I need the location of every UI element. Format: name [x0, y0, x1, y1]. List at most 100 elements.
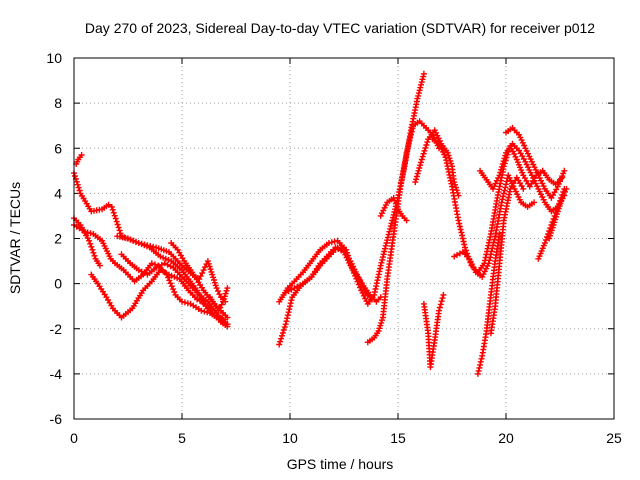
data-point-marker — [499, 161, 506, 167]
data-point-marker — [224, 321, 231, 328]
data-point-marker — [171, 289, 178, 295]
data-point-marker — [86, 237, 93, 244]
data-point-marker — [167, 280, 174, 287]
data-point-marker — [418, 81, 424, 88]
data-point-marker — [407, 134, 414, 141]
data-point-marker — [111, 212, 118, 219]
data-point-marker — [143, 243, 150, 250]
data-point-marker — [109, 206, 116, 213]
data-point-marker — [563, 185, 570, 192]
y-tick-label: 8 — [54, 95, 62, 111]
data-point-marker — [541, 240, 548, 246]
data-point-marker — [81, 228, 88, 235]
y-tick-label: 0 — [54, 276, 62, 292]
data-point-marker — [417, 162, 424, 169]
data-point-marker — [421, 147, 428, 154]
data-point-marker — [389, 217, 396, 224]
data-point-marker — [486, 257, 493, 264]
x-tick-labels: 0 5 10 15 20 25 — [70, 430, 622, 446]
data-point-marker — [543, 237, 549, 243]
data-point-marker — [284, 312, 291, 319]
data-point-marker — [558, 197, 565, 204]
data-point-marker — [277, 338, 284, 345]
y-tick-label: -6 — [50, 411, 63, 427]
data-point-marker — [496, 172, 503, 179]
data-point-marker — [414, 170, 421, 177]
series-line — [278, 246, 373, 346]
data-point-marker — [500, 190, 507, 197]
data-point-marker — [559, 173, 566, 180]
series-track-09 — [207, 285, 231, 314]
data-point-marker — [475, 367, 482, 374]
series-track-12 — [282, 244, 384, 305]
y-tick-label: 10 — [46, 50, 62, 66]
data-point-marker — [497, 169, 504, 176]
data-point-marker — [436, 307, 442, 314]
data-point-marker — [278, 335, 285, 342]
data-point-marker — [500, 158, 507, 165]
data-point-marker — [520, 185, 527, 192]
data-point-marker — [279, 332, 285, 339]
data-point-marker — [130, 237, 137, 244]
data-point-marker — [378, 259, 385, 266]
y-tick-label: 6 — [54, 140, 62, 156]
data-point-marker — [222, 290, 229, 297]
data-point-marker — [390, 194, 397, 201]
data-point-marker — [463, 247, 469, 254]
data-point-marker — [551, 219, 558, 226]
data-point-marker — [198, 307, 205, 314]
x-tick-label: 25 — [606, 430, 622, 446]
data-point-marker — [113, 218, 120, 225]
data-point-marker — [393, 203, 400, 210]
series-track-08 — [73, 152, 85, 167]
data-point-marker — [437, 301, 444, 308]
data-point-marker — [281, 324, 288, 331]
data-point-marker — [422, 144, 429, 151]
y-tick-label: 2 — [54, 231, 62, 247]
chart-title: Day 270 of 2023, Sidereal Day-to-day VTE… — [85, 20, 595, 36]
y-tick-label: -2 — [50, 321, 63, 337]
plot-frame — [73, 57, 615, 420]
data-point-marker — [90, 249, 97, 256]
data-point-marker — [439, 295, 446, 302]
y-tick-label: 4 — [54, 185, 62, 201]
data-point-marker — [115, 224, 122, 231]
data-point-marker — [385, 231, 392, 238]
series-track-22 — [503, 124, 568, 201]
x-tick-label: 10 — [282, 430, 298, 446]
data-point-marker — [116, 227, 123, 234]
series-track-19 — [474, 231, 503, 377]
data-point-marker — [114, 221, 121, 228]
data-point-marker — [96, 262, 103, 269]
data-point-marker — [75, 184, 82, 191]
series-track-06 — [118, 251, 231, 328]
data-point-marker — [420, 70, 427, 77]
data-point-marker — [76, 187, 83, 194]
data-point-marker — [224, 285, 231, 292]
data-point-marker — [112, 215, 119, 222]
data-point-marker — [423, 142, 430, 148]
data-point-marker — [419, 153, 426, 160]
data-point-marker — [416, 165, 423, 171]
data-point-marker — [280, 327, 287, 333]
x-tick-label: 15 — [390, 430, 406, 446]
data-point-marker — [412, 179, 419, 186]
y-tick-label: -4 — [50, 366, 63, 382]
series-track-24 — [546, 185, 570, 242]
data-point-marker — [105, 201, 112, 208]
data-point-marker — [554, 211, 560, 218]
data-point-marker — [157, 253, 164, 260]
data-point-marker — [517, 164, 523, 171]
data-point-marker — [91, 252, 98, 259]
data-point-marker — [181, 299, 188, 306]
y-axis-label: SDTVAR / TECUs — [7, 182, 23, 294]
data-point-marker — [171, 273, 178, 280]
series-track-02 — [71, 215, 103, 269]
data-point-marker — [74, 181, 81, 188]
data-point-marker — [78, 152, 85, 158]
data-point-marker — [438, 298, 445, 305]
data-point-marker — [420, 150, 427, 157]
data-point-marker — [392, 200, 399, 207]
series-line — [367, 120, 440, 344]
data-point-marker — [403, 149, 410, 156]
